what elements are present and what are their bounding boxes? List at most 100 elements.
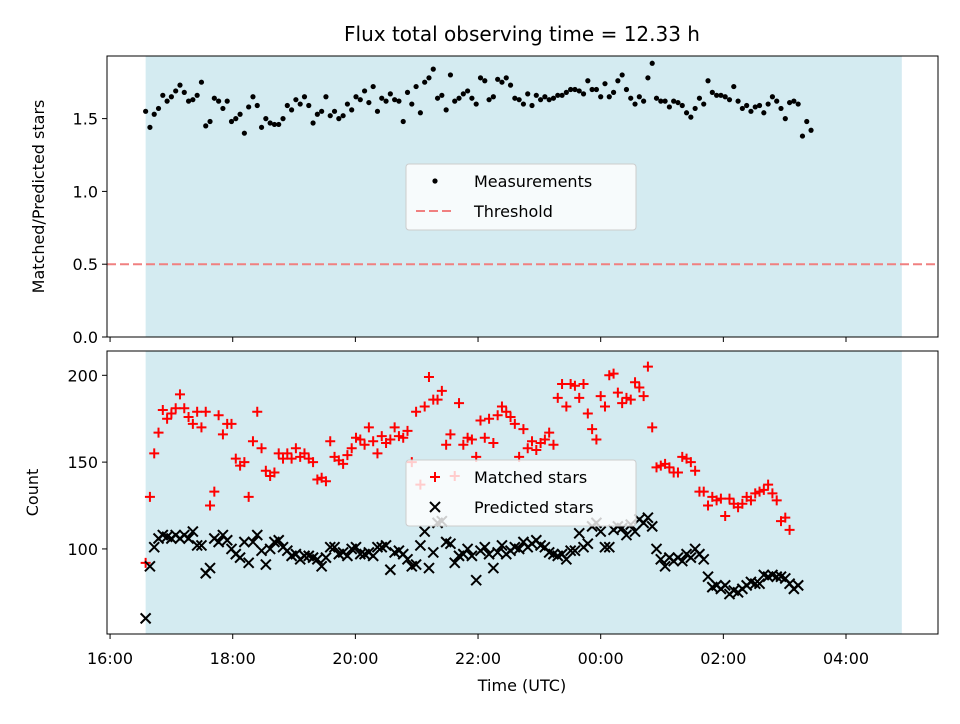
measurement-point: [546, 97, 552, 103]
measurement-point: [744, 102, 750, 109]
measurement-point: [563, 89, 569, 95]
measurement-point: [284, 102, 290, 109]
measurement-point: [761, 110, 767, 116]
measurement-point: [241, 130, 247, 136]
measurement-point: [495, 76, 501, 82]
predicted-stars-point: [221, 534, 233, 546]
matched-stars-point: [458, 439, 469, 450]
matched-stars-point: [488, 438, 499, 449]
measurement-point: [589, 86, 595, 93]
measurement-point: [477, 75, 484, 81]
measurement-point: [752, 104, 758, 110]
measurement-point: [177, 82, 183, 88]
measurement-point: [542, 94, 548, 100]
measurement-point: [443, 107, 449, 113]
measurement-point: [190, 97, 196, 103]
matched-stars-point: [771, 495, 782, 506]
matched-stars-point: [685, 457, 696, 468]
measurement-point: [383, 98, 389, 104]
measurement-point: [628, 95, 634, 101]
measurement-point: [173, 88, 179, 94]
predicted-stars-point: [410, 558, 422, 571]
x-axis-label: Time (UTC): [477, 676, 566, 695]
measurement-point: [537, 97, 544, 103]
measurement-point: [568, 86, 574, 93]
measurement-point: [430, 66, 436, 72]
matched-stars-point: [561, 401, 572, 412]
measurement-point: [769, 94, 776, 100]
matched-stars-point: [612, 387, 623, 398]
matched-stars-point: [501, 406, 512, 417]
measurement-point: [250, 94, 256, 100]
predicted-stars-point: [311, 553, 324, 566]
measurement-point: [653, 95, 660, 101]
predicted-stars-point: [599, 541, 611, 553]
measurement-point: [357, 97, 363, 103]
measurement-point: [739, 105, 745, 112]
measurement-point: [580, 91, 587, 97]
matched-stars-point: [767, 488, 778, 499]
measurement-point: [194, 92, 200, 98]
bottom-legend: Matched stars Predicted stars: [405, 459, 637, 527]
measurement-point: [696, 95, 703, 101]
measurement-point: [486, 97, 492, 103]
measurement-point: [782, 116, 788, 122]
matched-stars-point: [243, 491, 254, 502]
measurement-point: [370, 83, 376, 90]
measurement-point: [641, 98, 647, 104]
measurement-point: [473, 101, 479, 107]
top-panel-frame: [106, 55, 939, 338]
measurement-point: [507, 82, 514, 88]
matched-stars-point: [454, 398, 465, 409]
measurement-point: [679, 102, 685, 109]
matched-stars-point: [544, 427, 555, 438]
measurement-point: [615, 78, 621, 84]
matched-stars-point: [715, 493, 726, 504]
predicted-stars-point: [324, 541, 336, 553]
matched-stars-point: [282, 448, 293, 459]
measurement-point: [452, 98, 458, 104]
matched-stars-point: [780, 512, 791, 523]
x-tick-label: 04:00: [823, 649, 869, 668]
predicted-stars-point: [350, 541, 362, 553]
matched-stars-point: [419, 401, 430, 412]
matched-stars-point: [213, 410, 224, 421]
measurement-point: [490, 94, 496, 100]
measurement-point: [327, 113, 333, 119]
measurement-point: [503, 75, 509, 81]
matched-stars-point: [484, 413, 495, 424]
measurement-point: [447, 72, 454, 78]
predicted-stars-point: [685, 551, 697, 564]
x-tick-label: 00:00: [578, 649, 624, 668]
measurement-point: [692, 105, 698, 112]
matched-stars-point: [758, 484, 769, 495]
measurement-point: [456, 95, 462, 101]
measurement-point: [774, 98, 780, 104]
measurement-point: [731, 83, 737, 90]
matched-stars-point: [441, 439, 452, 450]
measurement-point: [168, 94, 174, 100]
measurement-point: [662, 98, 668, 104]
measurement-point: [263, 116, 269, 122]
measurement-point: [726, 97, 733, 103]
measurement-point: [683, 110, 690, 116]
measurement-point: [404, 89, 411, 95]
matched-stars-point: [286, 453, 297, 464]
measurement-point: [276, 121, 282, 128]
predicted-stars-point: [496, 539, 508, 552]
matched-stars-point: [260, 465, 271, 476]
measurement-point: [610, 89, 617, 95]
measurement-point: [705, 78, 711, 84]
measurement-point: [288, 107, 295, 113]
matched-stars-point: [338, 458, 349, 469]
matched-stars-point: [209, 486, 220, 497]
matched-stars-point: [784, 524, 795, 535]
matched-stars-point: [720, 510, 731, 521]
measurement-point: [301, 94, 308, 100]
matched-stars-point: [183, 411, 194, 422]
matched-stars-point: [389, 422, 400, 433]
matched-stars-point: [496, 401, 507, 412]
matched-stars-point: [205, 500, 216, 511]
legend-label: Threshold: [473, 202, 553, 221]
predicted-stars-point: [247, 536, 259, 548]
